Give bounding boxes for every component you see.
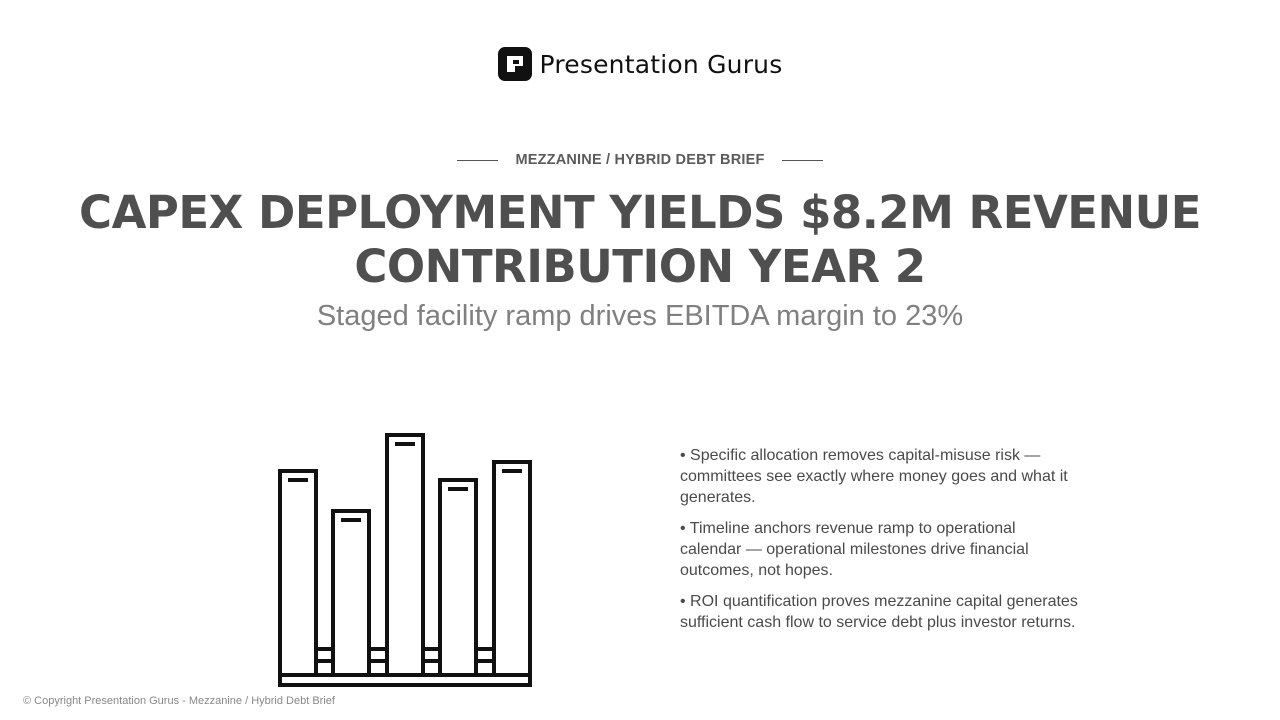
presentation-gurus-logo-icon xyxy=(497,47,532,81)
chart-icon-connector-1 xyxy=(314,647,335,663)
bar-chart-icon xyxy=(278,433,532,687)
bullet-list: • Specific allocation removes capital-mi… xyxy=(680,445,1080,643)
slide-subtitle: Staged facility ramp drives EBITDA margi… xyxy=(316,300,964,332)
slide-title-line-2: CONTRIBUTION YEAR 2 xyxy=(354,240,926,293)
kicker-divider-right xyxy=(781,159,823,161)
slide-kicker: MEZZANINE / HYBRID DEBT BRIEF xyxy=(0,152,1280,168)
chart-icon-cap-4 xyxy=(448,487,468,491)
brand-logo-group: Presentation Gurus xyxy=(497,47,783,81)
brand-name: Presentation Gurus xyxy=(539,49,783,79)
chart-icon-connector-3 xyxy=(421,647,442,663)
chart-icon-bar-4 xyxy=(438,478,478,677)
chart-icon-bar-5 xyxy=(492,460,532,677)
kicker-text: MEZZANINE / HYBRID DEBT BRIEF xyxy=(515,152,765,168)
chart-icon-cap-5 xyxy=(502,469,522,473)
bullet-item: • Timeline anchors revenue ramp to opera… xyxy=(680,520,1029,579)
brand-logo: Presentation Gurus xyxy=(0,47,1280,81)
bullet-item: • Specific allocation removes capital-mi… xyxy=(680,447,1068,506)
chart-icon-bar-3 xyxy=(385,433,425,677)
copyright-footer: © Copyright Presentation Gurus - Mezzani… xyxy=(23,695,335,707)
chart-icon-cap-3 xyxy=(395,442,415,446)
chart-icon-cap-1 xyxy=(288,478,308,482)
slide-title: CAPEX DEPLOYMENT YIELDS $8.2M REVENUE CO… xyxy=(40,186,1240,294)
chart-icon-connector-2 xyxy=(367,647,389,663)
chart-icon-bar-2 xyxy=(331,509,371,677)
kicker-divider-left xyxy=(457,159,499,161)
bullet-item: • ROI quantification proves mezzanine ca… xyxy=(680,593,1078,631)
chart-icon-connector-4 xyxy=(474,647,496,663)
chart-icon-cap-2 xyxy=(341,518,361,522)
chart-icon-bar-1 xyxy=(278,469,318,677)
slide-title-line-1: CAPEX DEPLOYMENT YIELDS $8.2M REVENUE xyxy=(79,186,1201,239)
